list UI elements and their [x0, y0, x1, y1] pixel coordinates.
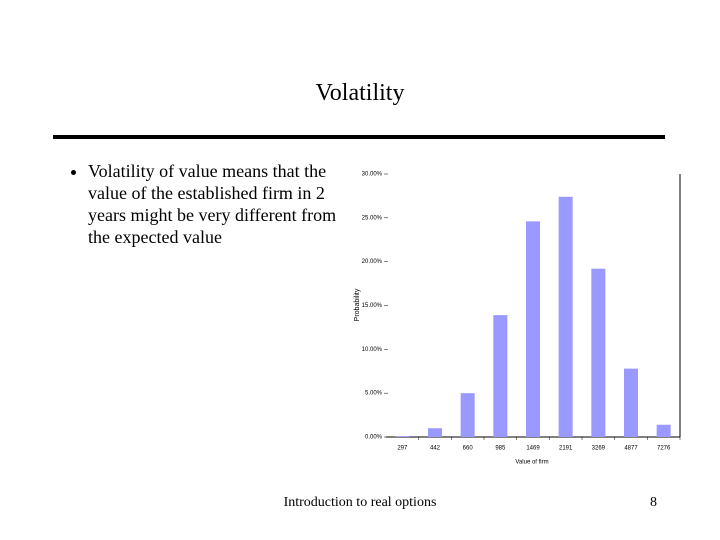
x-tick-label: 660 [463, 446, 474, 452]
y-tick-label: 0.00% [365, 435, 383, 441]
title-rule [53, 135, 665, 139]
x-tick-label: 1469 [526, 446, 540, 452]
bar [460, 393, 475, 437]
bullet-list: Volatility of value means that the value… [60, 160, 343, 248]
bar [591, 268, 606, 437]
page-number: 8 [650, 495, 657, 510]
y-tick-label: 25.00% [362, 215, 383, 221]
y-tick-label: 15.00% [362, 303, 383, 309]
y-axis-label: Probability [354, 288, 361, 321]
bar [493, 315, 508, 437]
x-tick-label: 985 [495, 446, 506, 452]
bullet: Volatility of value means that the value… [88, 160, 343, 248]
x-axis-label: Value of firm [515, 460, 548, 466]
footer: Introduction to real options [283, 495, 437, 510]
y-tick-label: 5.00% [365, 391, 383, 397]
bar [656, 424, 671, 437]
bar [558, 196, 573, 437]
y-tick-label: 20.00% [362, 259, 383, 265]
slide-title: Volatility [315, 80, 405, 106]
x-tick-label: 297 [397, 446, 408, 452]
x-tick-label: 442 [430, 446, 441, 452]
bar [526, 221, 540, 437]
x-tick-label: 2191 [559, 446, 573, 452]
bar [624, 368, 638, 437]
x-tick-label: 7276 [657, 446, 671, 452]
x-tick-label: 4877 [624, 446, 638, 452]
y-tick-label: 30.00% [362, 172, 383, 178]
y-tick-label: 10.00% [362, 347, 383, 353]
x-tick-label: 3269 [592, 446, 606, 452]
bar [395, 436, 410, 437]
bar [428, 428, 442, 437]
